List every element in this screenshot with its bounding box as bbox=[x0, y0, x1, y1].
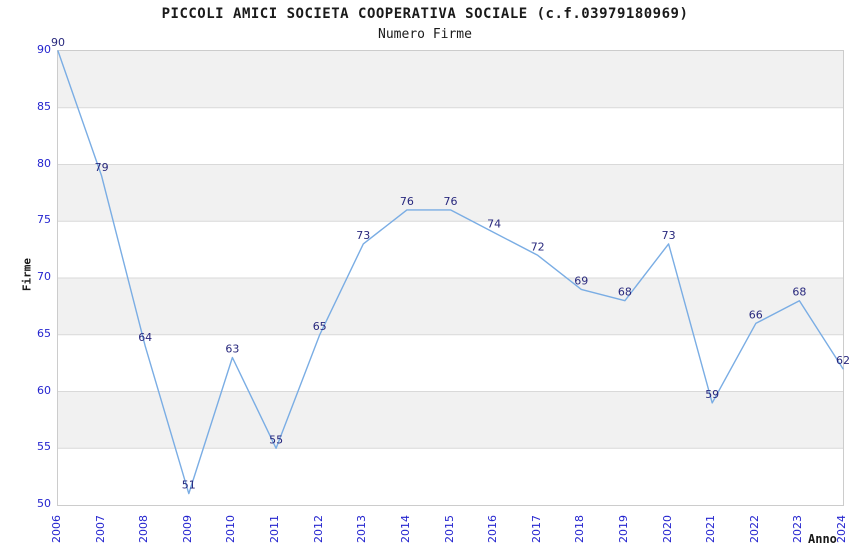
x-tick-label: 2016 bbox=[486, 515, 500, 543]
x-tick-label: 2022 bbox=[747, 515, 761, 543]
point-label: 73 bbox=[356, 229, 370, 242]
point-label: 55 bbox=[269, 433, 283, 446]
x-tick-label: 2007 bbox=[93, 515, 107, 543]
chart-subtitle: Numero Firme bbox=[378, 27, 472, 42]
point-label: 65 bbox=[313, 320, 327, 333]
plot-band bbox=[58, 164, 843, 222]
plot-band bbox=[58, 391, 843, 449]
point-label: 79 bbox=[95, 161, 109, 174]
plot-band bbox=[58, 278, 843, 335]
data-line bbox=[57, 50, 844, 495]
point-label: 66 bbox=[749, 308, 763, 321]
point-label: 76 bbox=[400, 195, 414, 208]
point-label: 63 bbox=[225, 343, 239, 356]
point-label: 68 bbox=[618, 286, 632, 299]
x-tick-label: 2012 bbox=[311, 515, 325, 543]
y-tick-label: 55 bbox=[37, 440, 51, 454]
y-tick-label: 60 bbox=[37, 383, 51, 397]
x-axis-label: Anno bbox=[808, 532, 837, 546]
x-tick-label: 2009 bbox=[180, 515, 194, 543]
y-tick-label: 80 bbox=[37, 156, 51, 170]
y-tick-label: 65 bbox=[37, 326, 51, 340]
x-tick-label: 2011 bbox=[268, 515, 282, 543]
point-label: 69 bbox=[574, 274, 588, 287]
x-tick-label: 2023 bbox=[791, 515, 805, 543]
x-tick-label: 2015 bbox=[442, 515, 456, 543]
point-label: 64 bbox=[138, 331, 152, 344]
y-tick-label: 75 bbox=[37, 213, 51, 227]
x-tick-label: 2017 bbox=[529, 515, 543, 543]
x-tick-label: 2019 bbox=[616, 515, 630, 543]
x-tick-label: 2014 bbox=[398, 515, 412, 543]
y-tick-label: 90 bbox=[37, 43, 51, 56]
point-label: 59 bbox=[705, 388, 719, 401]
x-tick-label: 2010 bbox=[224, 515, 238, 543]
y-tick-label: 70 bbox=[37, 270, 51, 283]
line-chart: 90 79 64 51 63 55 65 73 76 76 74 72 69 68 73 59 66 68 62 bbox=[51, 36, 850, 495]
point-label: 90 bbox=[51, 36, 65, 49]
x-tick-label: 2024 bbox=[835, 515, 848, 543]
x-tick-label: 2021 bbox=[704, 515, 718, 543]
point-label: 73 bbox=[662, 229, 676, 242]
point-label: 68 bbox=[792, 286, 806, 299]
x-tick-label: 2020 bbox=[660, 515, 674, 543]
point-label: 62 bbox=[836, 354, 850, 367]
y-tick-label: 50 bbox=[37, 497, 51, 510]
y-tick-label: 85 bbox=[37, 99, 51, 113]
plot-area: 90 79 64 51 63 55 65 73 76 76 74 72 69 68 73 59 66 68 62 bbox=[51, 36, 850, 506]
chart-title: PICCOLI AMICI SOCIETA COOPERATIVA SOCIAL… bbox=[161, 6, 689, 22]
x-tick-label: 2013 bbox=[355, 515, 369, 543]
point-label: 76 bbox=[444, 195, 458, 208]
plot-band bbox=[58, 51, 843, 108]
point-label: 74 bbox=[487, 218, 501, 231]
point-label: 72 bbox=[531, 240, 545, 253]
x-tick-label: 2008 bbox=[137, 515, 151, 543]
x-tick-label: 2006 bbox=[50, 515, 63, 543]
point-label: 51 bbox=[182, 479, 196, 492]
x-tick-label: 2018 bbox=[573, 515, 587, 543]
